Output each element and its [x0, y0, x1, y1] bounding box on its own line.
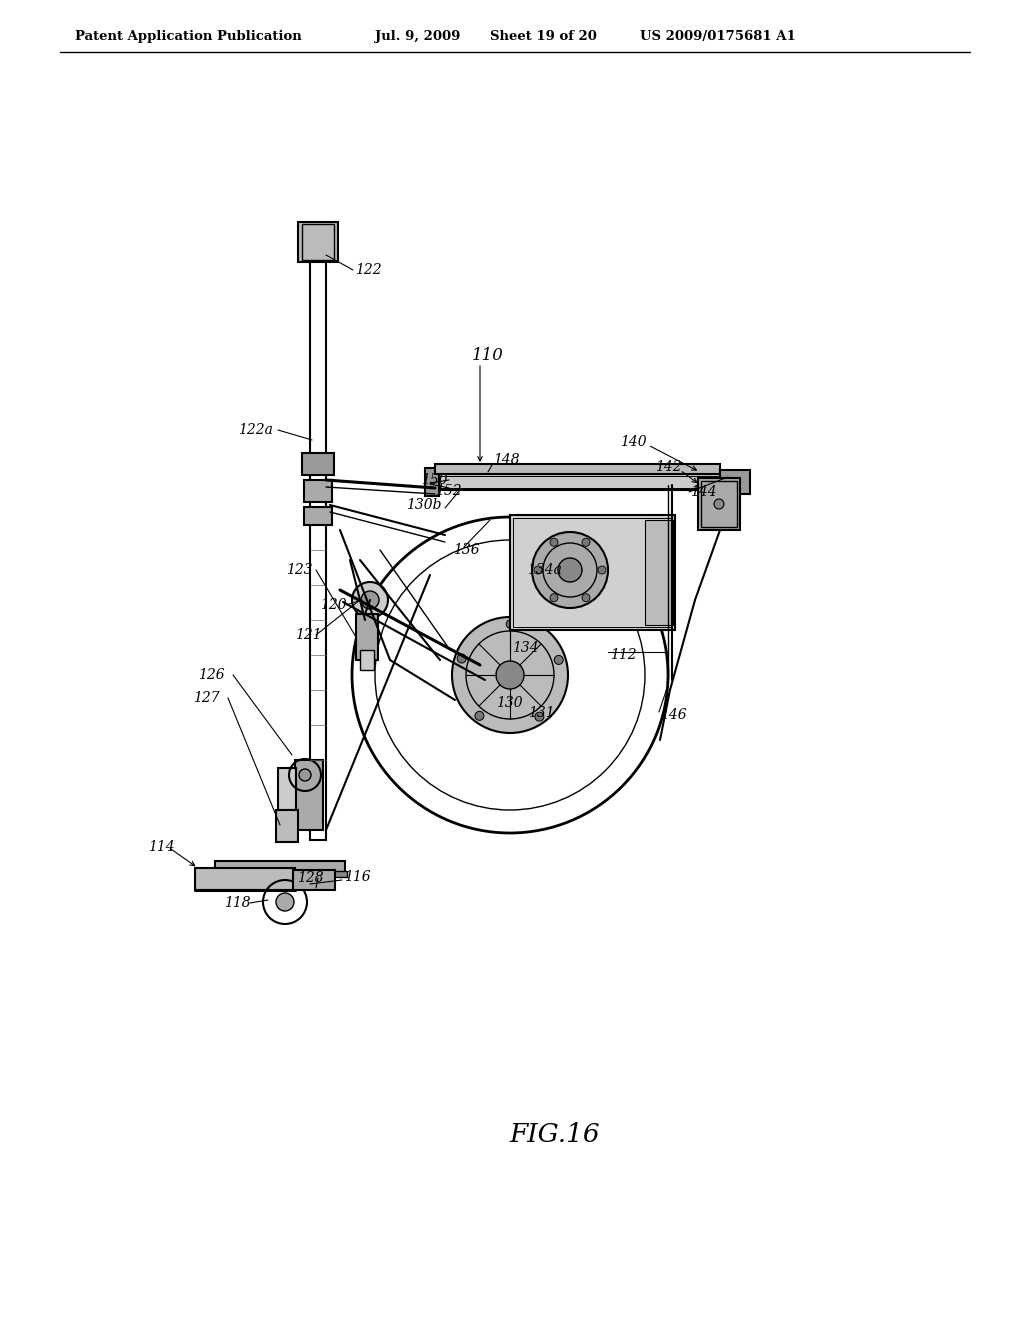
Text: 134: 134 [512, 642, 539, 655]
Text: FIG.16: FIG.16 [510, 1122, 600, 1147]
Circle shape [452, 616, 568, 733]
Bar [510, 515, 675, 630]
Text: 130: 130 [496, 696, 522, 710]
Bar [513, 517, 672, 627]
Text: 118: 118 [224, 896, 251, 909]
Text: 136: 136 [453, 543, 479, 557]
Text: 120: 120 [319, 598, 347, 612]
Circle shape [554, 656, 563, 664]
Bar [701, 480, 737, 527]
Text: 122a: 122a [238, 422, 272, 437]
Circle shape [598, 566, 606, 574]
Text: Jul. 9, 2009: Jul. 9, 2009 [375, 30, 461, 44]
Text: 150: 150 [421, 473, 449, 487]
Bar [278, 768, 296, 810]
Bar [645, 520, 673, 624]
Bar [295, 760, 323, 830]
Circle shape [475, 711, 484, 721]
Circle shape [506, 619, 515, 628]
Circle shape [532, 532, 608, 609]
Circle shape [714, 499, 724, 510]
Circle shape [582, 539, 590, 546]
Circle shape [276, 894, 294, 911]
Bar [213, 871, 347, 876]
Text: 126: 126 [198, 668, 224, 682]
Bar [356, 614, 378, 660]
Circle shape [534, 566, 542, 574]
Bar [276, 810, 298, 842]
Bar [425, 469, 439, 496]
Text: 116: 116 [344, 870, 371, 884]
Text: US 2009/0175681 A1: US 2009/0175681 A1 [640, 30, 796, 44]
Circle shape [299, 770, 311, 781]
Circle shape [550, 539, 558, 546]
Circle shape [352, 582, 388, 618]
Bar [435, 465, 720, 474]
Circle shape [535, 713, 544, 721]
Text: 123: 123 [286, 564, 312, 577]
Circle shape [496, 661, 524, 689]
Text: 144: 144 [690, 484, 717, 499]
Text: 134a: 134a [527, 564, 562, 577]
Bar [720, 470, 750, 494]
Circle shape [361, 591, 379, 609]
Bar [310, 246, 326, 840]
Text: 112: 112 [610, 648, 637, 663]
Bar [195, 869, 295, 890]
Bar [298, 222, 338, 261]
Circle shape [458, 653, 466, 663]
Text: 130b: 130b [406, 498, 441, 512]
Bar [293, 870, 335, 890]
Text: 122: 122 [355, 263, 382, 277]
Text: 152: 152 [435, 484, 462, 498]
Text: 114: 114 [148, 840, 175, 854]
Bar [215, 861, 345, 875]
Circle shape [558, 558, 582, 582]
Text: 127: 127 [193, 690, 219, 705]
Bar [437, 477, 718, 488]
Bar [304, 507, 332, 525]
Bar [304, 480, 332, 502]
Text: 148: 148 [493, 453, 519, 467]
Circle shape [550, 594, 558, 602]
Text: Sheet 19 of 20: Sheet 19 of 20 [490, 30, 597, 44]
Text: 131: 131 [528, 706, 555, 719]
Bar [302, 224, 334, 260]
Bar [435, 474, 720, 490]
Text: 121: 121 [295, 628, 322, 642]
Text: 146: 146 [660, 708, 687, 722]
Text: Patent Application Publication: Patent Application Publication [75, 30, 302, 44]
Bar [698, 478, 740, 531]
Text: 142: 142 [655, 459, 682, 474]
Circle shape [582, 594, 590, 602]
Bar [360, 649, 374, 671]
Text: 110: 110 [472, 346, 504, 363]
Text: 140: 140 [620, 436, 646, 449]
Text: 128: 128 [297, 871, 324, 884]
Bar [302, 453, 334, 475]
